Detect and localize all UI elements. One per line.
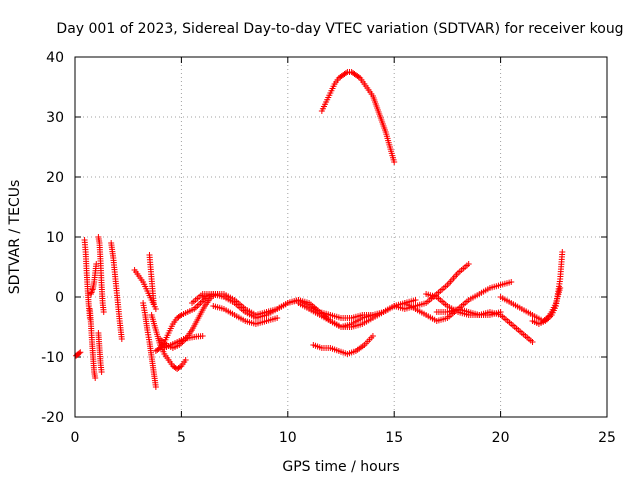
grid [75, 57, 607, 417]
y-tick-label: 40 [46, 50, 64, 66]
y-tick-label: 0 [55, 290, 64, 306]
chart-title: Day 001 of 2023, Sidereal Day-to-day VTE… [56, 21, 623, 37]
series-arc-early-7 [108, 240, 125, 342]
series-arc-mid-3 [146, 252, 157, 306]
data-point [88, 289, 95, 296]
series-arc-late-2 [401, 279, 515, 324]
data-point [199, 298, 206, 305]
data-point [176, 364, 183, 370]
x-axis-label: GPS time / hours [282, 459, 399, 475]
data-point [197, 300, 204, 306]
data-point [182, 357, 189, 363]
series-arc-late-4 [433, 306, 504, 318]
y-tick-label: 30 [46, 110, 64, 126]
data-point [98, 369, 105, 375]
data-points [73, 69, 566, 390]
data-point [76, 350, 83, 357]
data-point [87, 291, 94, 297]
data-point [369, 333, 376, 339]
data-point [342, 70, 349, 76]
data-point [199, 333, 206, 339]
series-arc-low [310, 333, 376, 357]
series-arc-early-5 [95, 234, 107, 315]
x-tick-label: 0 [71, 430, 80, 446]
series-arc-early-2 [81, 237, 93, 321]
data-point [152, 306, 159, 312]
series-arc-mid-2 [140, 300, 159, 390]
data-point [529, 339, 536, 345]
y-axis-label: SDTVAR / TECUs [7, 180, 23, 295]
data-point [497, 309, 504, 315]
data-point [274, 315, 281, 321]
series-arc-mid-7 [161, 333, 206, 351]
data-point [89, 286, 96, 293]
series-arc-early-4 [87, 261, 100, 297]
series-arc-mid-6 [157, 291, 221, 351]
data-point [194, 303, 201, 309]
series-arc-high [318, 69, 398, 165]
x-tick-label: 25 [598, 430, 616, 446]
data-point [391, 159, 398, 165]
series-arc-early-6 [95, 330, 105, 375]
data-point [152, 384, 159, 390]
data-point [118, 336, 125, 342]
series-arc-late-6 [529, 249, 566, 327]
x-tick-label: 20 [492, 430, 510, 446]
series-arc-early-3 [86, 306, 99, 381]
x-tick-label: 15 [385, 430, 403, 446]
data-point [465, 261, 472, 267]
data-point [195, 301, 202, 308]
x-tick-label: 5 [177, 430, 186, 446]
series-arc-early-1 [73, 349, 84, 359]
y-tick-label: 10 [46, 230, 64, 246]
data-point [355, 74, 362, 80]
y-tick-label: 20 [46, 170, 64, 186]
data-point [155, 346, 162, 352]
series-arc-long-2 [210, 303, 281, 327]
data-point [150, 300, 157, 306]
data-point [100, 309, 107, 315]
axis-tick-labels: 0 5 10 15 20 25 -20 -10 0 10 20 30 40 [41, 50, 616, 446]
data-point [412, 297, 419, 303]
data-point [508, 279, 515, 285]
data-point [92, 375, 99, 381]
y-tick-label: -20 [41, 410, 64, 426]
data-point [77, 349, 84, 356]
data-point [93, 261, 100, 267]
x-tick-label: 10 [279, 430, 297, 446]
plot-frame [74, 56, 608, 418]
data-point [559, 249, 566, 255]
data-point [176, 313, 183, 319]
series-arc-long-4 [295, 297, 419, 330]
y-tick-label: -10 [41, 350, 64, 366]
